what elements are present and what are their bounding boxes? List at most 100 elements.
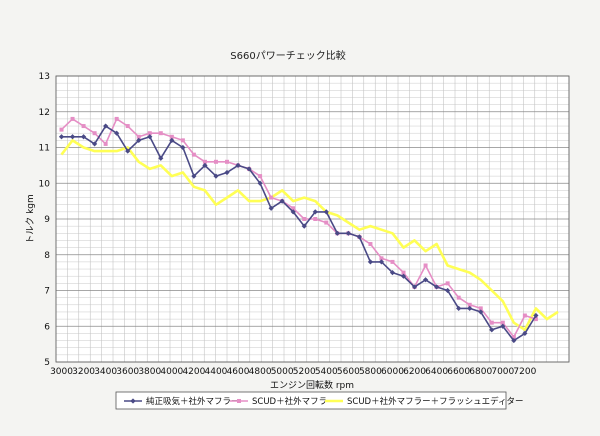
data-point: [367, 259, 374, 265]
data-point: [522, 313, 527, 318]
data-point: [103, 123, 109, 129]
x-tick-label: 4800: [249, 367, 272, 377]
data-point: [180, 144, 186, 151]
series-lines: [58, 116, 559, 344]
data-point: [411, 284, 418, 290]
data-point: [400, 273, 407, 279]
x-tick-label: 3400: [94, 367, 117, 377]
data-point: [313, 217, 318, 221]
series-line: [60, 139, 559, 332]
data-point: [169, 137, 175, 143]
y-tick-label: 5: [44, 358, 50, 368]
data-point: [59, 127, 64, 132]
x-tick-label: 5200: [293, 367, 316, 377]
data-point: [147, 134, 153, 140]
data-point: [478, 306, 483, 311]
data-point: [114, 130, 120, 136]
data-point: [390, 259, 395, 264]
x-tick-label: 4200: [182, 367, 205, 377]
data-point: [237, 399, 241, 403]
data-point: [324, 220, 329, 225]
data-point: [213, 159, 218, 164]
data-point: [213, 173, 219, 179]
data-point: [302, 217, 307, 221]
data-point: [147, 131, 152, 136]
data-point: [478, 309, 484, 315]
data-point: [445, 281, 450, 286]
data-point: [114, 116, 119, 121]
data-point: [70, 116, 75, 121]
data-point: [467, 302, 472, 307]
data-point: [456, 305, 462, 311]
grid: [55, 75, 570, 363]
data-point: [291, 206, 296, 211]
x-tick-label: 5600: [337, 367, 360, 377]
x-axis-title: エンジン回転数 rpm: [270, 379, 354, 391]
plot-border: [55, 75, 570, 363]
x-tick-label: 5000: [271, 367, 294, 377]
data-point: [489, 320, 494, 325]
data-point: [489, 327, 495, 333]
series-1: [58, 123, 539, 344]
data-point: [434, 284, 440, 290]
data-point: [130, 398, 136, 404]
x-tick-label: 5800: [359, 367, 382, 377]
y-tick-label: 7: [44, 287, 50, 297]
data-point: [301, 223, 307, 229]
legend-item: SCUD＋社外マフラー: [230, 396, 336, 407]
y-tick-label: 8: [44, 251, 50, 261]
data-point: [368, 242, 373, 247]
y-tick-label: 9: [44, 215, 50, 225]
x-tick-label: 6600: [447, 367, 470, 377]
y-tick-label: 6: [44, 322, 50, 332]
legend-label: SCUD＋社外マフラー: [252, 396, 336, 407]
data-point: [379, 256, 384, 261]
data-point: [500, 320, 505, 325]
data-point: [191, 152, 196, 157]
x-tick-label: 6000: [381, 367, 404, 377]
data-point: [58, 134, 65, 140]
x-tick-label: 3600: [116, 367, 139, 377]
data-point: [356, 234, 362, 240]
data-point: [323, 209, 329, 215]
data-point: [378, 259, 385, 265]
legend-box: [115, 391, 507, 410]
x-tick-label: 3800: [138, 367, 161, 377]
data-point: [456, 295, 461, 300]
data-point: [158, 131, 163, 136]
data-point: [268, 205, 274, 211]
data-point: [511, 334, 516, 339]
data-point: [92, 141, 98, 147]
data-point: [92, 131, 97, 136]
x-tick-label: 4000: [160, 367, 183, 377]
data-point: [235, 162, 241, 168]
data-point: [202, 159, 207, 164]
data-point: [80, 134, 87, 140]
data-point: [269, 195, 274, 200]
y-axis-ticks: 5 6 7 8 9 10 11 12 13: [39, 72, 51, 368]
data-point: [169, 134, 174, 139]
data-point: [522, 330, 528, 336]
x-tick-label: 4600: [227, 367, 250, 377]
x-tick-label: 6800: [469, 367, 492, 377]
x-tick-label: 3000: [50, 367, 73, 377]
data-point: [422, 277, 429, 283]
x-tick-label: 5400: [315, 367, 338, 377]
data-point: [423, 263, 428, 268]
x-tick-label: 7200: [513, 367, 536, 377]
data-point: [69, 134, 76, 140]
legend-label: SCUD＋社外マフラー＋フラッシュエディター: [347, 396, 524, 407]
data-point: [103, 141, 108, 146]
data-point: [334, 230, 340, 236]
data-point: [401, 270, 406, 275]
data-point: [467, 305, 473, 311]
y-tick-label: 12: [39, 108, 50, 118]
data-point: [533, 312, 539, 319]
data-point: [533, 317, 538, 322]
legend-label: 純正吸気＋社外マフラー: [146, 396, 240, 407]
data-point: [345, 230, 351, 236]
data-point: [158, 155, 164, 161]
data-point: [191, 173, 197, 179]
data-point: [445, 287, 451, 294]
